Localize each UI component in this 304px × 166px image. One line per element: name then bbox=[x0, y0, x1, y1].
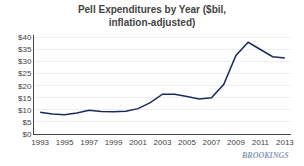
svg-text:$10: $10 bbox=[18, 106, 32, 115]
svg-text:2013: 2013 bbox=[276, 138, 294, 147]
svg-text:$35: $35 bbox=[18, 45, 32, 54]
svg-text:$15: $15 bbox=[18, 94, 32, 103]
svg-text:$25: $25 bbox=[18, 69, 32, 78]
svg-text:2009: 2009 bbox=[227, 138, 245, 147]
svg-text:1999: 1999 bbox=[105, 138, 123, 147]
svg-text:$30: $30 bbox=[18, 57, 32, 66]
svg-text:1997: 1997 bbox=[80, 138, 98, 147]
svg-text:2011: 2011 bbox=[252, 138, 270, 147]
svg-text:2001: 2001 bbox=[129, 138, 147, 147]
svg-text:$20: $20 bbox=[18, 82, 32, 91]
svg-text:1995: 1995 bbox=[56, 138, 74, 147]
svg-text:2003: 2003 bbox=[154, 138, 172, 147]
svg-text:Pell Expenditures by Year ($bi: Pell Expenditures by Year ($bil,inflatio… bbox=[78, 4, 226, 28]
svg-text:BROOKINGS: BROOKINGS bbox=[241, 151, 289, 160]
svg-text:2007: 2007 bbox=[203, 138, 221, 147]
svg-text:2005: 2005 bbox=[178, 138, 196, 147]
svg-text:$5: $5 bbox=[22, 118, 31, 127]
svg-text:$40: $40 bbox=[18, 33, 32, 42]
svg-text:1993: 1993 bbox=[31, 138, 49, 147]
svg-text:$0: $0 bbox=[22, 130, 31, 139]
